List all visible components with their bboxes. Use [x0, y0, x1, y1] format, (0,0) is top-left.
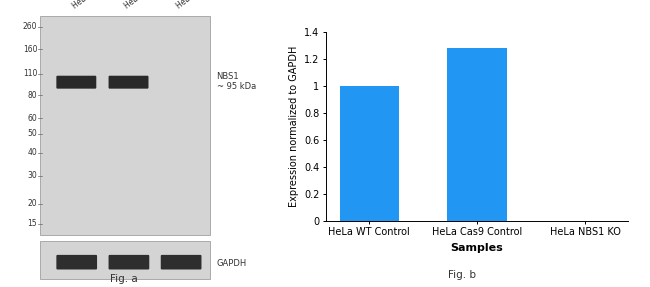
Text: Fig. a: Fig. a — [110, 274, 138, 284]
Text: Fig. b: Fig. b — [447, 270, 476, 280]
Bar — [447, 48, 507, 221]
Bar — [40, 15, 210, 235]
Text: 80: 80 — [28, 91, 37, 100]
Text: 60: 60 — [27, 114, 37, 123]
Text: 30: 30 — [27, 171, 37, 180]
Bar — [339, 86, 399, 221]
Text: 110: 110 — [23, 69, 37, 78]
Text: 40: 40 — [27, 148, 37, 157]
Text: 15: 15 — [28, 219, 37, 228]
Text: 160: 160 — [23, 45, 37, 54]
Y-axis label: Expression normalized to GAPDH: Expression normalized to GAPDH — [289, 46, 298, 207]
Text: HeLa NBS1 KO: HeLa NBS1 KO — [176, 0, 224, 11]
FancyBboxPatch shape — [161, 255, 202, 269]
FancyBboxPatch shape — [109, 76, 148, 89]
Text: GAPDH: GAPDH — [216, 259, 247, 268]
Text: 20: 20 — [28, 199, 37, 208]
Text: 50: 50 — [27, 129, 37, 138]
Bar — [40, 241, 210, 279]
X-axis label: Samples: Samples — [450, 243, 504, 253]
FancyBboxPatch shape — [57, 255, 97, 269]
Text: NBS1
~ 95 kDa: NBS1 ~ 95 kDa — [216, 72, 256, 91]
Text: HeLa Cas9 Control: HeLa Cas9 Control — [123, 0, 185, 11]
FancyBboxPatch shape — [109, 255, 150, 269]
Text: 260: 260 — [23, 22, 37, 31]
FancyBboxPatch shape — [57, 76, 96, 89]
Text: HeLa WT Control: HeLa WT Control — [71, 0, 127, 11]
